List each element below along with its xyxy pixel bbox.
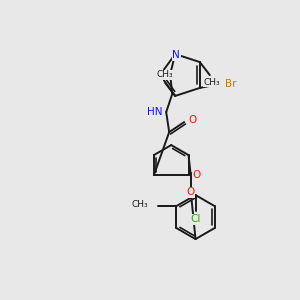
Text: O: O xyxy=(192,170,201,180)
Text: O: O xyxy=(186,187,195,197)
Text: CH₃: CH₃ xyxy=(203,78,220,87)
Text: O: O xyxy=(188,115,196,125)
Text: CH₃: CH₃ xyxy=(157,70,173,80)
Text: CH₃: CH₃ xyxy=(132,200,148,208)
Text: HN: HN xyxy=(148,107,163,117)
Text: Br: Br xyxy=(225,79,236,89)
Text: N: N xyxy=(155,70,163,80)
Text: N: N xyxy=(172,50,180,60)
Text: Cl: Cl xyxy=(190,214,201,224)
